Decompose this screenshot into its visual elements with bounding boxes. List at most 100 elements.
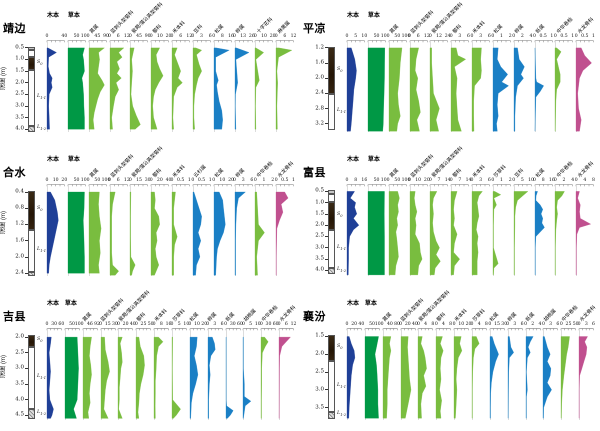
- axis-tick-label: 0: [553, 178, 557, 183]
- pollen-curve: [489, 328, 505, 420]
- axis-tick-label: 7: [437, 178, 441, 183]
- axis-tick-label: 3: [549, 322, 553, 327]
- axis-tick-label: 0: [345, 34, 349, 39]
- axis-tick-label: 14: [465, 178, 472, 183]
- axis-tick-label: 5: [354, 34, 358, 39]
- strat-unit-label: L1-1: [37, 374, 46, 381]
- column-header: 中华卷柏: [260, 304, 280, 323]
- axis-tick-label: 0: [152, 322, 156, 327]
- depth-tick-label: 2.0: [15, 78, 24, 85]
- axis-tick-label: 0.5: [560, 34, 568, 39]
- depth-tick-mark: [325, 123, 328, 125]
- strat-unit-label: S0: [337, 66, 343, 73]
- strat-column: [328, 190, 335, 276]
- axis-tick-label: 0.5: [177, 178, 185, 183]
- strat-unit-label: S0: [37, 59, 43, 66]
- pollen-curve: [130, 40, 148, 132]
- axis-tick-label: 4: [424, 322, 428, 327]
- axis-tick-label: 3: [458, 34, 462, 39]
- axis-tick-label: 0: [259, 322, 263, 327]
- depth-tick-label: 3.0: [15, 364, 24, 371]
- column-header: 木本: [347, 157, 360, 163]
- axis-tick-label: 0: [470, 178, 474, 183]
- axis-tick-label: 6: [116, 34, 120, 39]
- strat-section-soil: [28, 57, 35, 70]
- axis-tick-label: 90: [103, 34, 109, 39]
- axis-tick-label: 0: [206, 322, 210, 327]
- depth-tick-label: 4.0: [15, 395, 24, 402]
- axis-tick-label: 0: [253, 178, 257, 183]
- pollen-curve: [82, 328, 98, 420]
- pollen-curve: [418, 328, 434, 420]
- axis-tick-label: 40: [358, 322, 365, 327]
- axis-tick-label: 0: [108, 178, 111, 183]
- axis-tick-label: 0.5: [197, 178, 206, 183]
- axis-tick-label: 0: [449, 34, 453, 39]
- depth-tick-label: 3.0: [315, 386, 324, 393]
- axis-tick-label: 0: [408, 178, 411, 183]
- depth-tick-mark: [25, 256, 28, 258]
- column-header: 禾本科: [453, 308, 469, 323]
- column-header: 水龙骨科: [576, 16, 595, 35]
- axis-tick-label: 14: [444, 178, 451, 183]
- depth-tick-label: 3.5: [315, 255, 324, 262]
- pollen-curve: [555, 184, 573, 276]
- axis-tick-label: 6: [416, 34, 420, 39]
- column-header: 木本: [347, 13, 360, 19]
- pollen-curve: [409, 184, 428, 276]
- pollen-curve: [234, 40, 253, 132]
- strat-section-loess: [28, 347, 35, 410]
- axis-tick-label: 0: [99, 322, 103, 327]
- panel-jixian: 吉县 深度 (m) 2.0 2.5 3.0 3.5 4.0 4.5 S0 L1-1 L1-2 木本 0 3…: [0, 288, 300, 431]
- depth-tick-label: 2.0: [15, 253, 24, 260]
- pollen-curve: [64, 328, 80, 420]
- axis-tick-label: 0: [149, 178, 153, 183]
- strat-unit-label: L1-1: [37, 94, 46, 101]
- depth-tick-mark: [25, 207, 28, 209]
- axis-tick-label: 10: [415, 178, 422, 183]
- axis-tick-label: 20: [423, 178, 430, 183]
- axis-tick-label: 0: [188, 322, 192, 327]
- axis-tick-label: 0.5: [539, 34, 547, 39]
- column-header: 草本: [64, 301, 77, 307]
- pollen-curve: [67, 184, 86, 276]
- column-header: 禾本科: [153, 308, 169, 323]
- axis-tick-label: 0: [128, 178, 132, 183]
- axis-tick-label: 12: [423, 34, 430, 39]
- panel-pingliang: 平凉 1.2 1.6 2.0 2.4 2.8 3.2 S0 L1-1 木本 0 5 10 草本 50 100 蒿…: [300, 0, 600, 143]
- strat-unit-label: L1-2: [37, 410, 46, 417]
- axis-tick-label: 4: [477, 322, 481, 327]
- axis-tick-label: 0: [149, 34, 153, 39]
- pollen-curve: [192, 40, 211, 132]
- column-header: 水龙骨科: [576, 160, 595, 179]
- pollen-curve: [88, 40, 107, 132]
- axis-tick-label: 1: [292, 178, 295, 183]
- column-header: 麻黄属: [276, 20, 292, 35]
- pollen-curve: [346, 184, 365, 276]
- pollen-curve: [492, 40, 511, 132]
- axis-tick-label: 50: [394, 34, 401, 39]
- axis-tick-label: 25: [140, 322, 147, 327]
- pollen-curve: [555, 40, 573, 132]
- depth-tick-mark: [25, 272, 28, 274]
- axis-tick-label: 30: [501, 322, 508, 327]
- depth-tick-mark: [25, 70, 28, 72]
- pollen-curve: [130, 184, 148, 276]
- column-header: 禾本科: [472, 20, 487, 35]
- depth-tick-mark: [325, 353, 328, 355]
- axis-tick-label: 2: [508, 178, 512, 183]
- pollen-curve: [492, 184, 511, 276]
- pollen-curve: [400, 328, 416, 420]
- axis-tick-label: 3: [584, 322, 588, 327]
- axis-tick-label: 1: [592, 34, 595, 39]
- axis-tick-label: 8: [541, 178, 545, 183]
- pollen-curve: [171, 184, 190, 276]
- axis-tick-label: 5: [177, 322, 181, 327]
- column-header: 中华卷柏: [255, 160, 274, 179]
- depth-tick-label: 3.0: [15, 102, 24, 109]
- axis-tick-label: 30: [265, 322, 272, 327]
- axis-tick-label: 20: [165, 34, 172, 39]
- pollen-curve: [275, 40, 294, 132]
- axis-tick-label: 0: [191, 34, 195, 39]
- pollen-curve: [561, 328, 576, 420]
